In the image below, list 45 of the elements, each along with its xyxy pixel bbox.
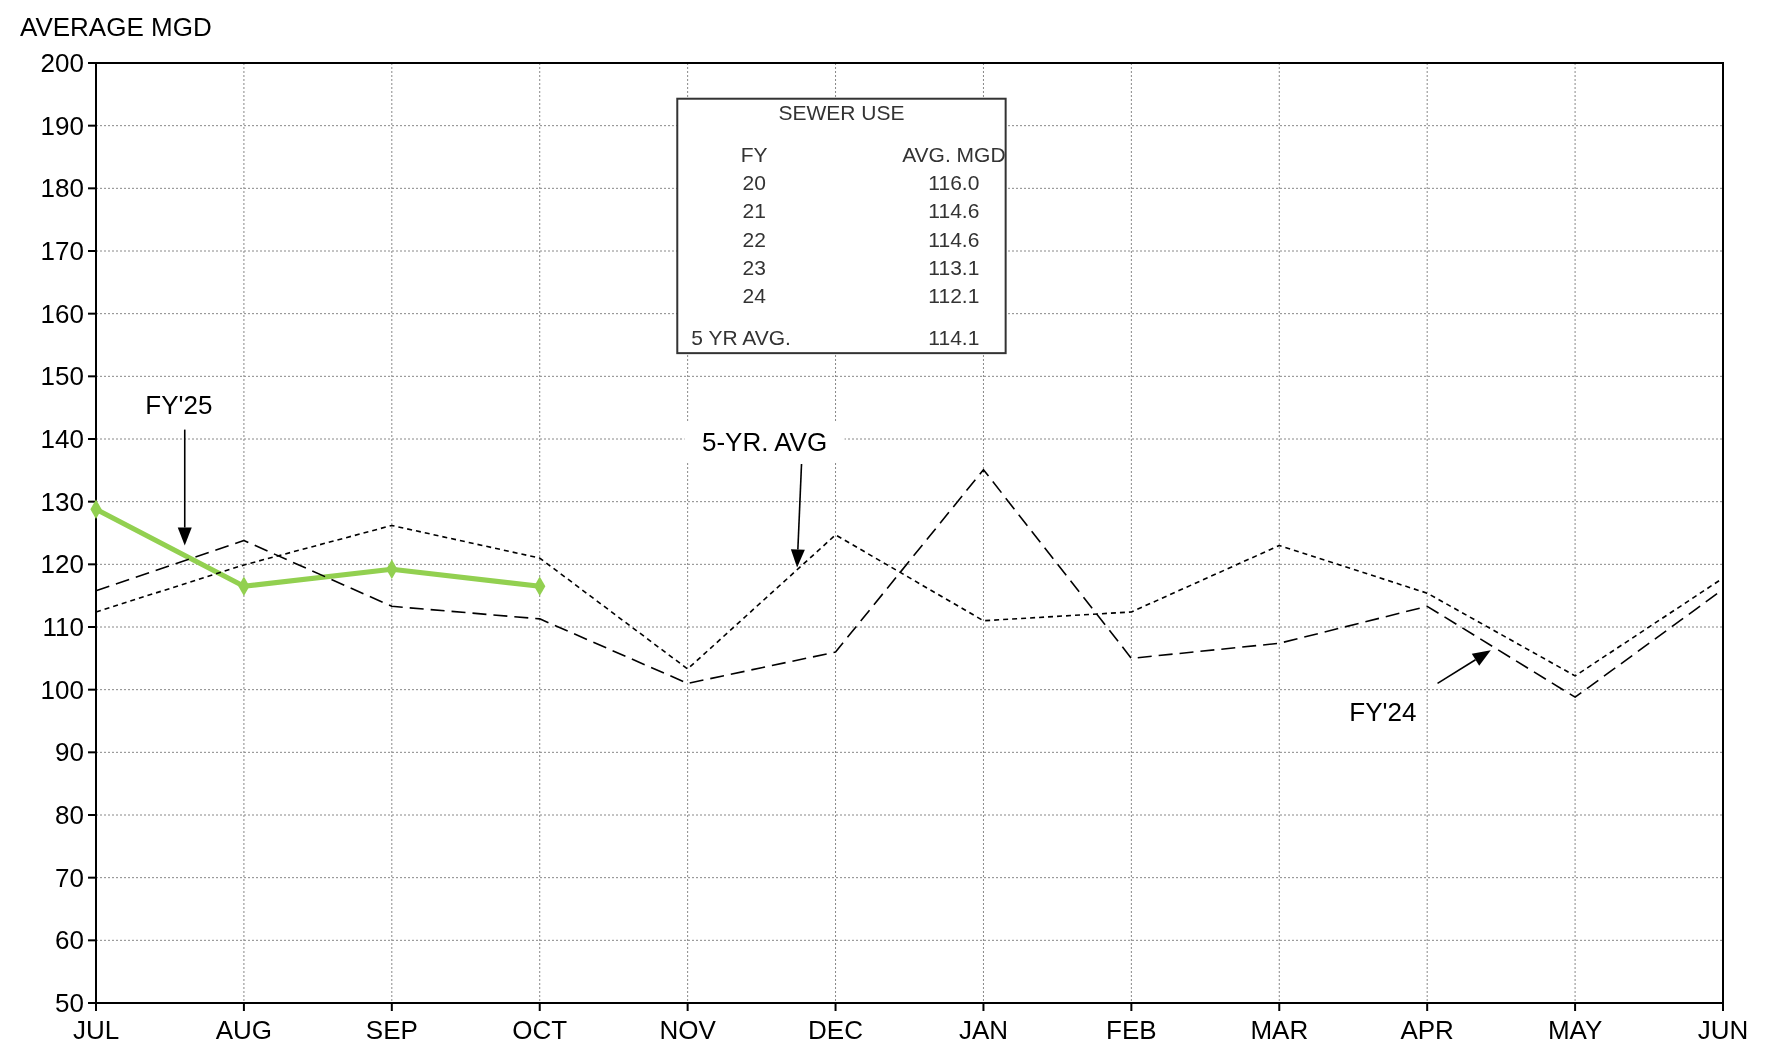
x-tick-label: APR [1400, 1015, 1454, 1045]
y-tick-label: 160 [40, 298, 84, 329]
y-axis-title: AVERAGE MGD [20, 12, 212, 42]
annotation: 113.1 [928, 255, 980, 279]
y-tick-label: 120 [40, 549, 84, 580]
text: 5-YR. AVG [701, 427, 828, 458]
y-tick-label: 100 [40, 674, 84, 705]
annotation: 23 [742, 255, 766, 279]
y-tick-label: 60 [55, 925, 84, 956]
y-tick-label: 80 [55, 800, 84, 831]
x-tick-label: MAR [1250, 1015, 1309, 1045]
x-tick-label: DEC [808, 1015, 863, 1045]
annotation: 114.6 [928, 199, 980, 223]
x-tick-label: OCT [512, 1015, 568, 1045]
annotation: 112.1 [928, 284, 980, 308]
x-tick-label: FEB [1106, 1015, 1157, 1045]
y-tick-label: 140 [40, 424, 84, 455]
y-tick-label: 130 [40, 486, 84, 517]
y-tick-label: 190 [40, 110, 84, 141]
x-tick-label: MAY [1547, 1015, 1603, 1045]
annotation: 24 [742, 284, 767, 308]
x-tick-label: JAN [958, 1015, 1009, 1045]
y-tick-label: 70 [55, 862, 84, 893]
text: FY'24 [1349, 696, 1417, 727]
x-tick-label: JUN [1697, 1015, 1749, 1045]
x-tick-label: NOV [659, 1015, 717, 1045]
y-tick-label: 180 [40, 173, 84, 204]
annotation: 21 [742, 199, 766, 223]
text: FY'25 [145, 389, 213, 420]
y-tick-label: 200 [40, 48, 84, 79]
annotation: AVG. MGD [902, 142, 1006, 166]
y-tick-label: 90 [55, 737, 84, 768]
x-tick-label: AUG [215, 1015, 273, 1045]
x-tick-label: SEP [365, 1015, 418, 1045]
annotation: 22 [742, 227, 766, 251]
y-tick-label: 110 [42, 612, 84, 643]
annotation: 5 YR AVG. [691, 326, 791, 350]
annotation: 114.1 [928, 326, 980, 350]
y-tick-label: 150 [40, 361, 84, 392]
y-tick-label: 170 [40, 236, 84, 267]
annotation: 20 [742, 171, 766, 195]
annotation: 114.6 [928, 227, 980, 251]
annotation: FY [740, 142, 768, 166]
annotation: SEWER USE [778, 100, 905, 124]
annotation: 116.0 [928, 171, 980, 195]
